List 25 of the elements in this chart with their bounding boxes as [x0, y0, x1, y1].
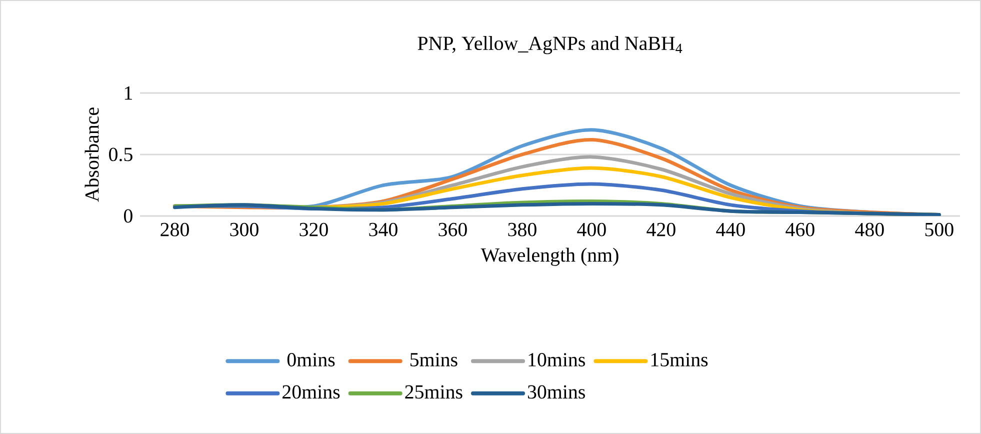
x-tick-label: 380	[508, 222, 536, 236]
x-tick-label: 300	[230, 222, 258, 236]
legend-label: 10mins	[528, 353, 585, 366]
y-axis-title: Absorbance	[84, 108, 99, 202]
legend-label: 5mins	[410, 353, 458, 366]
y-tick-label: 1	[124, 86, 132, 100]
x-tick-label: 460	[786, 222, 814, 236]
legend-label: 30mins	[528, 385, 585, 399]
x-tick-label: 320	[300, 222, 328, 236]
x-tick-label: 440	[716, 222, 745, 236]
x-tick-label: 280	[160, 222, 189, 236]
x-tick-label: 480	[855, 222, 884, 236]
x-tick-label: 400	[577, 222, 606, 236]
x-tick-label: 500	[925, 222, 954, 236]
legend-label: 0mins	[287, 353, 335, 366]
x-tick-label: 360	[438, 222, 467, 236]
x-axis-title: Wavelength (nm)	[480, 248, 618, 266]
legend-label: 25mins	[405, 385, 462, 399]
chart-title: PNP, Yellow_AgNPs and NaBH$_{4}$	[418, 36, 682, 54]
y-tick-label: 0	[124, 209, 132, 223]
x-tick-label: 420	[646, 222, 676, 236]
y-tick-label: 0.5	[109, 148, 132, 162]
legend-label: 15mins	[651, 353, 708, 366]
legend-label: 20mins	[282, 385, 340, 399]
x-tick-label: 340	[369, 222, 398, 236]
